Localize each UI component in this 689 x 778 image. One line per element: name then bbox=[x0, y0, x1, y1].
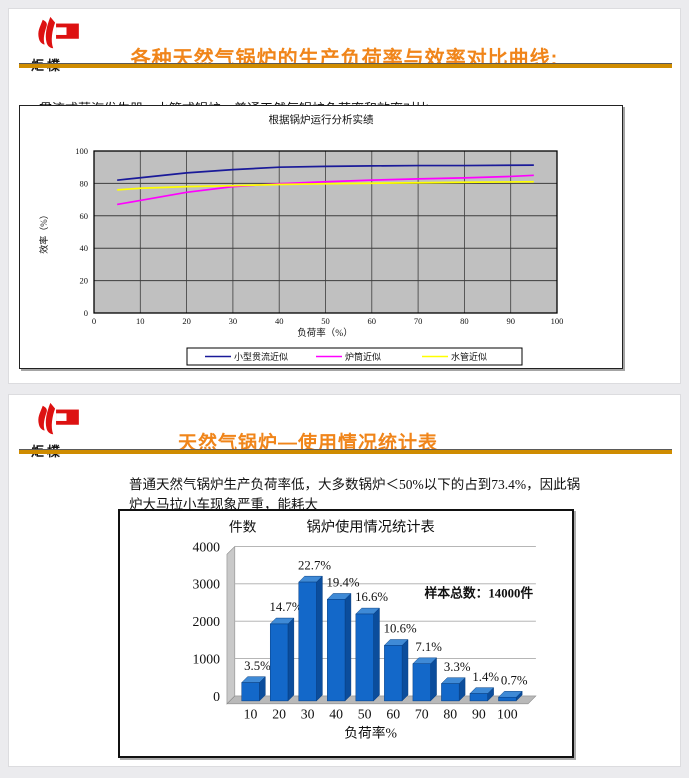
svg-text:50: 50 bbox=[321, 316, 330, 326]
svg-text:60: 60 bbox=[386, 707, 400, 722]
svg-text:30: 30 bbox=[229, 316, 238, 326]
svg-text:水管近似: 水管近似 bbox=[451, 351, 487, 362]
svg-text:16.6%: 16.6% bbox=[355, 590, 388, 604]
svg-text:负荷率（%）: 负荷率（%） bbox=[297, 327, 352, 339]
slide-usage-statistics: 炬檏 天然气锅炉—使用情况统计表 普通天然气锅炉生产负荷率低，大多数锅炉＜50%… bbox=[8, 394, 681, 767]
svg-text:20: 20 bbox=[182, 316, 191, 326]
svg-text:90: 90 bbox=[506, 316, 515, 326]
svg-text:100: 100 bbox=[551, 316, 564, 326]
slide2-title: 天然气锅炉—使用情况统计表 bbox=[177, 432, 438, 454]
svg-text:60: 60 bbox=[80, 211, 89, 221]
svg-text:40: 40 bbox=[80, 243, 89, 253]
svg-text:14.7%: 14.7% bbox=[269, 600, 302, 614]
svg-text:4000: 4000 bbox=[193, 539, 221, 554]
svg-text:40: 40 bbox=[275, 316, 284, 326]
svg-text:20: 20 bbox=[80, 276, 89, 286]
svg-text:3.5%: 3.5% bbox=[244, 659, 271, 673]
company-logo: 炬檏 bbox=[31, 15, 91, 74]
svg-text:0: 0 bbox=[213, 689, 220, 704]
flame-logo-icon bbox=[38, 16, 79, 49]
svg-text:负荷率%: 负荷率% bbox=[344, 724, 397, 740]
svg-text:80: 80 bbox=[80, 178, 89, 188]
svg-text:70: 70 bbox=[415, 707, 429, 722]
svg-text:50: 50 bbox=[358, 707, 372, 722]
svg-text:3000: 3000 bbox=[193, 577, 221, 592]
svg-text:炉筒近似: 炉筒近似 bbox=[345, 351, 381, 362]
svg-text:0: 0 bbox=[84, 308, 88, 318]
svg-text:0: 0 bbox=[92, 316, 96, 326]
svg-text:10: 10 bbox=[244, 707, 258, 722]
svg-text:小型贯流近似: 小型贯流近似 bbox=[234, 351, 288, 362]
usage-bar-chart: 件数 锅炉使用情况统计表 0 1000 2000 3000 4000 3.5% 10 14.7% 2… bbox=[193, 519, 537, 740]
svg-text:0.7%: 0.7% bbox=[501, 673, 528, 687]
header-divider-rule bbox=[19, 449, 672, 454]
svg-text:2000: 2000 bbox=[193, 614, 221, 629]
svg-text:90: 90 bbox=[472, 707, 486, 722]
svg-text:1000: 1000 bbox=[193, 652, 221, 667]
svg-text:70: 70 bbox=[414, 316, 423, 326]
svg-text:7.1%: 7.1% bbox=[415, 640, 442, 654]
svg-text:3.3%: 3.3% bbox=[444, 660, 471, 674]
svg-text:80: 80 bbox=[443, 707, 457, 722]
svg-text:100: 100 bbox=[497, 707, 518, 722]
svg-text:锅炉使用情况统计表: 锅炉使用情况统计表 bbox=[306, 519, 434, 536]
efficiency-line-chart: 根据锅炉运行分析实绩 0 10 20 30 40 50 60 70 80 90 100 0 20 40 60 8… bbox=[38, 113, 564, 366]
svg-text:件数: 件数 bbox=[229, 520, 257, 535]
svg-text:60: 60 bbox=[368, 316, 377, 326]
svg-text:100: 100 bbox=[75, 146, 88, 156]
svg-text:22.7%: 22.7% bbox=[298, 558, 331, 572]
svg-text:根据锅炉运行分析实绩: 根据锅炉运行分析实绩 bbox=[269, 113, 374, 126]
svg-text:样本总数：14000件: 样本总数：14000件 bbox=[425, 586, 534, 601]
line-chart-frame: 根据锅炉运行分析实绩 0 10 20 30 40 50 60 70 80 90 100 0 20 40 60 8… bbox=[19, 105, 623, 369]
svg-text:40: 40 bbox=[329, 707, 343, 722]
slide2-body-text: 普通天然气锅炉生产负荷率低，大多数锅炉＜50%以下的占到73.4%，因此锅炉大马… bbox=[129, 476, 581, 513]
header-divider-rule bbox=[19, 63, 672, 68]
flame-logo-icon bbox=[38, 402, 79, 435]
svg-text:10.6%: 10.6% bbox=[384, 622, 417, 636]
svg-text:1.4%: 1.4% bbox=[472, 670, 499, 684]
svg-text:19.4%: 19.4% bbox=[327, 576, 360, 590]
svg-text:80: 80 bbox=[460, 316, 469, 326]
svg-text:20: 20 bbox=[272, 707, 286, 722]
slide-load-efficiency-curves: 炬檏 各种天然气锅炉的生产负荷率与效率对比曲线: 贯流式蒸汽发生器、水管式锅炉、… bbox=[8, 8, 681, 384]
svg-text:10: 10 bbox=[136, 316, 145, 326]
svg-text:效率（%）: 效率（%） bbox=[38, 210, 49, 254]
svg-text:30: 30 bbox=[301, 707, 315, 722]
bar-chart-frame: 件数 锅炉使用情况统计表 0 1000 2000 3000 4000 3.5% 10 14.7% 2… bbox=[118, 509, 574, 758]
